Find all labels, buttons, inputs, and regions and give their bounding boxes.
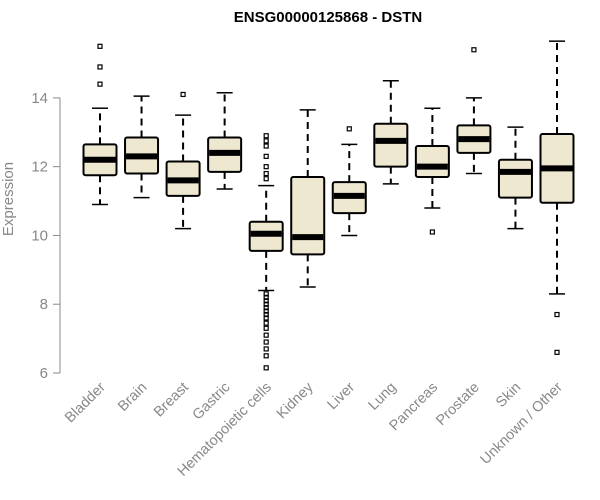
y-tick-label: 6 bbox=[40, 365, 48, 382]
x-tick-label: Brain bbox=[115, 380, 150, 415]
box-unknown-other bbox=[539, 40, 575, 355]
x-tick-label: Liver bbox=[325, 379, 359, 413]
y-tick-label: 14 bbox=[31, 90, 48, 107]
outlier-point bbox=[263, 138, 269, 144]
box-skin bbox=[497, 126, 533, 230]
box-iqr bbox=[497, 158, 533, 199]
box-iqr bbox=[373, 122, 409, 168]
outlier-point bbox=[554, 349, 560, 355]
box-iqr bbox=[414, 145, 450, 178]
box-hematopoietic-cells bbox=[248, 133, 284, 371]
y-axis: 6 8 10 12 14 bbox=[31, 90, 61, 382]
boxes-group bbox=[82, 40, 575, 371]
outlier-point bbox=[97, 81, 103, 87]
outlier-point bbox=[554, 311, 560, 318]
outlier-point bbox=[429, 229, 435, 235]
outlier-point bbox=[263, 153, 269, 159]
outlier-point bbox=[471, 47, 477, 53]
x-tick-label: Skin bbox=[493, 380, 524, 411]
box-kidney bbox=[290, 109, 326, 288]
box-breast bbox=[165, 91, 201, 230]
x-tick-label: Lung bbox=[366, 380, 400, 414]
outlier-point bbox=[263, 133, 269, 139]
y-axis-label: Expression bbox=[0, 162, 17, 236]
box-bladder bbox=[82, 43, 118, 206]
box-brain bbox=[124, 95, 160, 199]
outlier-point bbox=[263, 339, 269, 345]
outlier-point bbox=[263, 320, 269, 326]
y-tick-label: 12 bbox=[31, 159, 48, 176]
x-tick-label: Bladder bbox=[62, 379, 109, 426]
box-lung bbox=[373, 79, 409, 185]
chart-title: ENSG00000125868 - DSTN bbox=[234, 9, 422, 26]
x-tick-label: Breast bbox=[151, 380, 192, 421]
box-pancreas bbox=[414, 107, 450, 235]
box-prostate bbox=[456, 47, 492, 175]
outlier-point bbox=[97, 43, 103, 49]
y-tick-label: 10 bbox=[31, 227, 48, 244]
outlier-point bbox=[263, 365, 269, 371]
outlier-point bbox=[346, 126, 352, 132]
outlier-point bbox=[263, 332, 269, 338]
x-tick-label: Prostate bbox=[433, 380, 482, 429]
box-gastric bbox=[207, 91, 243, 190]
box-iqr bbox=[290, 175, 326, 256]
outlier-point bbox=[263, 315, 269, 321]
x-tick-label: Kidney bbox=[274, 379, 317, 422]
outlier-point bbox=[263, 170, 269, 177]
outlier-point bbox=[180, 91, 186, 98]
outlier-point bbox=[97, 64, 103, 70]
outlier-point bbox=[263, 164, 269, 170]
outlier-point bbox=[263, 325, 269, 331]
outlier-point bbox=[263, 353, 269, 359]
outlier-point bbox=[263, 346, 269, 352]
y-tick-label: 8 bbox=[40, 296, 48, 313]
outlier-point bbox=[263, 143, 269, 149]
box-liver bbox=[331, 126, 367, 237]
outlier-point bbox=[263, 176, 269, 182]
